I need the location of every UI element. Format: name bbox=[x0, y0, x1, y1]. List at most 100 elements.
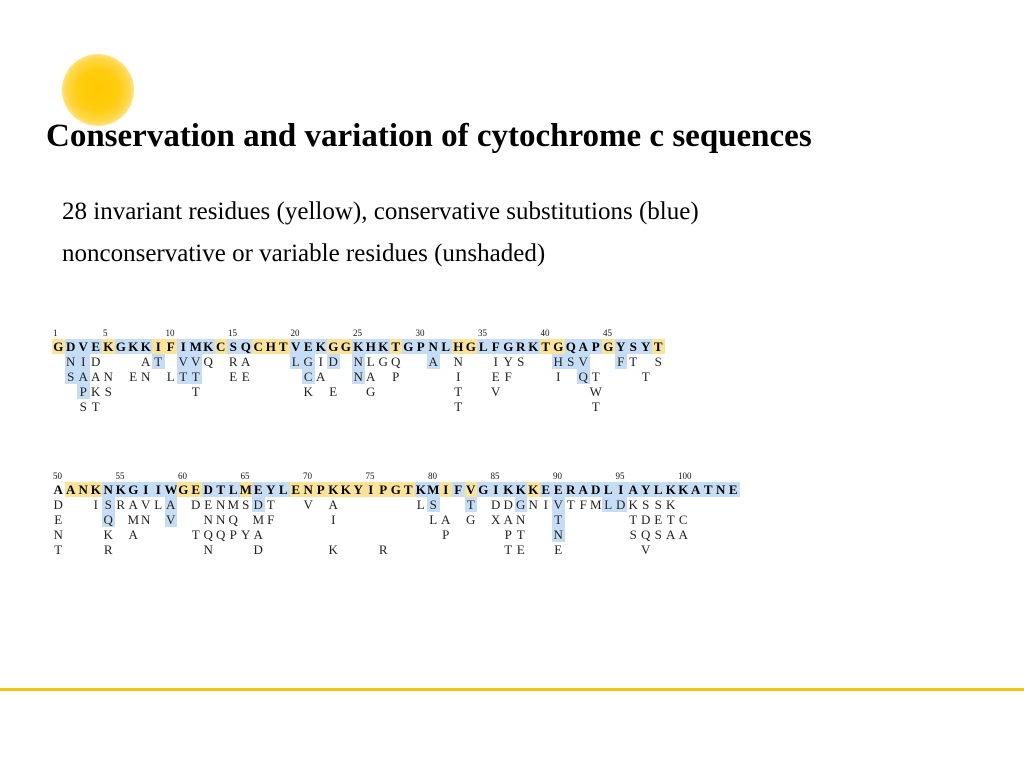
variant-residue: S bbox=[629, 527, 637, 542]
subtitle-line-1: 28 invariant residues (yellow), conserva… bbox=[62, 198, 699, 225]
variant-residue: Q bbox=[203, 354, 213, 369]
variant-residue: N bbox=[528, 497, 538, 512]
variant-residue: D bbox=[614, 497, 627, 512]
variant-residue: R bbox=[103, 542, 113, 557]
variant-residue: F bbox=[267, 512, 275, 527]
variant-residue: I bbox=[93, 497, 98, 512]
residue: H bbox=[452, 339, 465, 354]
variant-residue: P bbox=[504, 527, 512, 542]
residue: E bbox=[252, 482, 265, 497]
variant-residue: G bbox=[514, 497, 527, 512]
residue: G bbox=[177, 482, 190, 497]
variant-residue: C bbox=[302, 369, 315, 384]
residue: K bbox=[202, 339, 215, 354]
residue: K bbox=[127, 339, 140, 354]
position-number: 95 bbox=[615, 471, 625, 481]
residue: G bbox=[339, 339, 352, 354]
variant-residue: K bbox=[91, 384, 101, 399]
residue: T bbox=[402, 482, 415, 497]
position-number: 100 bbox=[678, 471, 692, 481]
variant-residue: X bbox=[491, 512, 501, 527]
variant-residue: A bbox=[441, 512, 451, 527]
variant-residue: A bbox=[91, 369, 101, 384]
residue: S bbox=[227, 339, 240, 354]
residue: Y bbox=[352, 482, 365, 497]
residue: I bbox=[489, 482, 502, 497]
variant-residue: E bbox=[54, 512, 63, 527]
variant-residue: T bbox=[91, 399, 100, 414]
residue: K bbox=[527, 482, 540, 497]
variant-residue: T bbox=[591, 369, 600, 384]
residue: I bbox=[439, 482, 452, 497]
variant-residue: T bbox=[189, 369, 202, 384]
variant-residue: Y bbox=[241, 527, 251, 542]
variant-residue: M bbox=[589, 497, 602, 512]
position-number: 30 bbox=[415, 328, 425, 338]
variant-residue: E bbox=[516, 542, 525, 557]
residue: K bbox=[677, 482, 690, 497]
variant-residue: L bbox=[366, 354, 375, 369]
residue: N bbox=[302, 482, 315, 497]
position-number: 20 bbox=[290, 328, 300, 338]
residue: E bbox=[552, 482, 565, 497]
residue: H bbox=[264, 339, 277, 354]
variant-residue: Q bbox=[203, 527, 213, 542]
residue: A bbox=[577, 482, 590, 497]
residue: K bbox=[139, 339, 152, 354]
residue: S bbox=[627, 339, 640, 354]
residue: G bbox=[502, 339, 515, 354]
residue: K bbox=[102, 339, 115, 354]
residue: E bbox=[189, 482, 202, 497]
residue: G bbox=[477, 482, 490, 497]
variant-residue: D bbox=[641, 512, 651, 527]
residue: K bbox=[114, 482, 127, 497]
variant-residue: I bbox=[77, 354, 90, 369]
residue: K bbox=[377, 339, 390, 354]
residue: A bbox=[53, 482, 63, 497]
variant-residue: A bbox=[316, 369, 326, 384]
residue: L bbox=[652, 482, 665, 497]
variant-residue: L bbox=[429, 512, 438, 527]
variant-residue: I bbox=[331, 512, 336, 527]
variant-residue: I bbox=[543, 497, 548, 512]
residue: P bbox=[314, 482, 327, 497]
residue: I bbox=[152, 339, 165, 354]
variant-residue: E bbox=[329, 384, 338, 399]
variant-residue: T bbox=[591, 399, 600, 414]
variant-residue: T bbox=[641, 369, 650, 384]
variant-residue: K bbox=[628, 497, 638, 512]
variant-residue: T bbox=[629, 512, 638, 527]
residue: E bbox=[302, 339, 315, 354]
variant-residue: T bbox=[152, 354, 165, 369]
variant-residue: S bbox=[654, 527, 662, 542]
variant-residue: E bbox=[241, 369, 250, 384]
residue: P bbox=[589, 339, 602, 354]
variant-residue: K bbox=[303, 384, 313, 399]
variant-residue: N bbox=[203, 542, 213, 557]
variant-residue: N bbox=[141, 512, 151, 527]
residue: G bbox=[127, 482, 140, 497]
residue: L bbox=[439, 339, 452, 354]
residue: R bbox=[514, 339, 527, 354]
position-number: 40 bbox=[540, 328, 550, 338]
variant-residue: S bbox=[564, 354, 577, 369]
residue: E bbox=[89, 339, 102, 354]
residue: K bbox=[664, 482, 677, 497]
residue: L bbox=[277, 482, 290, 497]
variant-residue: Q bbox=[216, 527, 226, 542]
position-number: 5 bbox=[103, 328, 108, 338]
variant-residue: A bbox=[253, 527, 263, 542]
variant-residue: A bbox=[141, 354, 151, 369]
variant-residue: N bbox=[53, 527, 63, 542]
position-number: 50 bbox=[53, 471, 62, 481]
variant-residue: Q bbox=[102, 512, 115, 527]
variant-residue: G bbox=[378, 354, 388, 369]
residue: G bbox=[52, 339, 65, 354]
position-number: 45 bbox=[603, 328, 612, 338]
residue: K bbox=[527, 339, 540, 354]
residue: C bbox=[252, 339, 265, 354]
position-number: 10 bbox=[165, 328, 175, 338]
residue: L bbox=[227, 482, 240, 497]
variant-residue: V bbox=[189, 354, 202, 369]
variant-residue: S bbox=[102, 497, 115, 512]
